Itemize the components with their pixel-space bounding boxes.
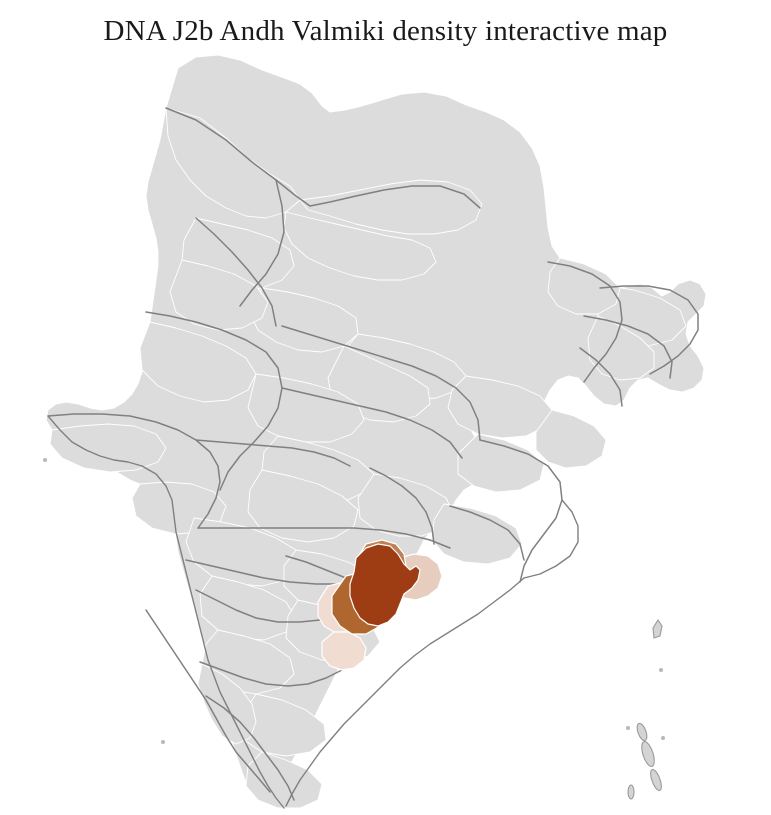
map-canvas[interactable] — [0, 48, 771, 815]
andaman-island-3 — [636, 722, 648, 742]
district-mp-1[interactable] — [247, 373, 365, 443]
state-border-karnataka-s — [199, 661, 343, 687]
state-border-up-mp — [281, 387, 463, 459]
lakshadweep-dot-2 — [43, 458, 47, 462]
island-dot-1 — [659, 668, 663, 672]
district-rajasthan-2[interactable] — [169, 259, 269, 331]
page-title: DNA J2b Andh Valmiki density interactive… — [103, 15, 668, 47]
coastline-west — [47, 415, 285, 809]
lakshadweep-dot-1 — [161, 740, 165, 744]
district-himachal[interactable] — [283, 211, 437, 281]
state-border-himachal-punjab — [239, 179, 285, 307]
highlighted-districts-group — [317, 539, 443, 671]
state-border-ne-3 — [579, 347, 623, 407]
andaman-island-2 — [641, 740, 655, 768]
state-border-punjab-haryana — [195, 217, 277, 327]
district-maharashtra-2[interactable] — [247, 469, 359, 543]
india-choropleth-map[interactable] — [0, 48, 771, 815]
district-odisha-2[interactable] — [457, 433, 545, 493]
district-wb-1[interactable] — [535, 409, 607, 469]
landmass-group — [45, 54, 707, 795]
highlight-core-district[interactable] — [349, 543, 421, 627]
district-ne-2[interactable] — [547, 257, 621, 315]
district-karnataka-1[interactable] — [199, 575, 297, 641]
andaman-island-1 — [650, 769, 662, 791]
state-border-assam-n — [599, 285, 699, 375]
coastline-group — [47, 415, 579, 809]
islands-group — [43, 458, 665, 800]
district-borders-group — [49, 107, 687, 809]
state-border-maharashtra-n — [197, 527, 451, 549]
state-border-kerala — [145, 609, 271, 793]
island-dot-3 — [626, 726, 630, 730]
state-border-ne-2 — [583, 315, 673, 379]
district-gujarat-1[interactable] — [49, 423, 167, 473]
coastline-bengal — [523, 499, 579, 579]
district-odisha-1[interactable] — [431, 503, 523, 565]
state-border-rajasthan — [145, 311, 283, 491]
district-bihar[interactable] — [447, 375, 553, 439]
coastline-east — [285, 577, 525, 807]
state-border-gujarat-mp — [195, 439, 351, 467]
highlight-southwest-district[interactable] — [321, 631, 367, 671]
state-border-chhattisgarh — [369, 467, 435, 545]
india-landmass[interactable] — [45, 54, 707, 795]
district-jk-1[interactable] — [165, 107, 301, 219]
state-borders-group — [47, 107, 699, 801]
nicobar-island-1 — [627, 784, 635, 800]
island-dot-2 — [661, 736, 665, 740]
state-border-tn — [205, 695, 295, 801]
state-border-jk — [165, 107, 481, 209]
district-ne-1[interactable] — [587, 315, 655, 381]
district-rajasthan-1[interactable] — [139, 321, 257, 403]
state-border-odisha — [449, 505, 525, 561]
state-border-ne-1 — [547, 261, 623, 383]
state-border-up — [281, 325, 481, 441]
district-jk-2[interactable] — [299, 179, 483, 235]
andaman-island-north — [652, 618, 663, 639]
